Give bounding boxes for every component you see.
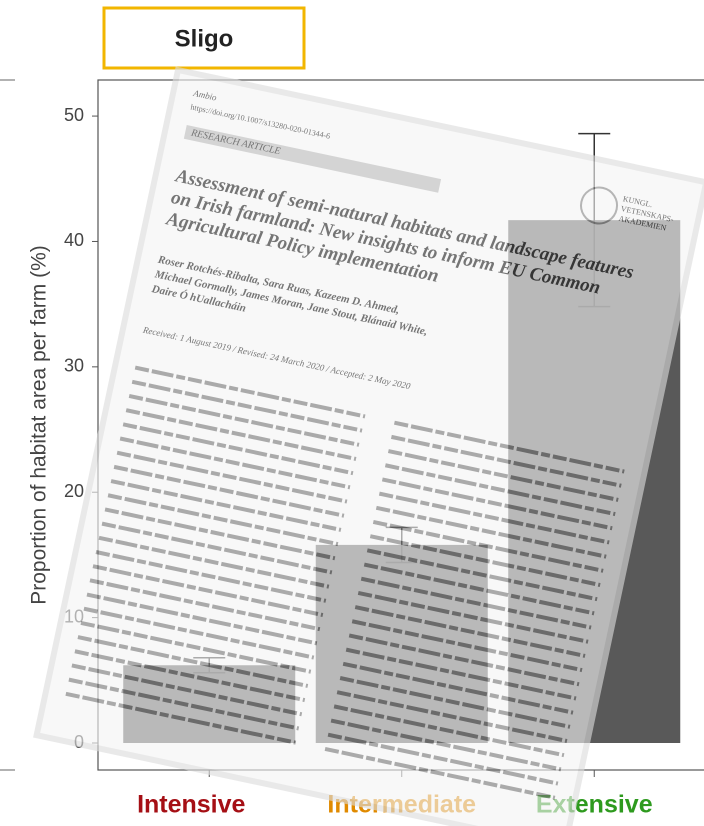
y-axis-label: Proportion of habitat area per farm (%) bbox=[28, 245, 51, 605]
body-text-line bbox=[107, 493, 339, 547]
y-tick-label: 50 bbox=[64, 105, 84, 125]
body-text-line bbox=[122, 422, 354, 476]
body-text-line bbox=[71, 663, 303, 717]
body-text-line bbox=[384, 463, 616, 517]
body-text-line bbox=[351, 619, 583, 673]
body-text-line bbox=[387, 449, 619, 502]
body-text-line bbox=[95, 550, 327, 603]
body-text-line bbox=[381, 477, 613, 531]
body-text-line bbox=[74, 649, 306, 703]
body-text-line bbox=[128, 394, 360, 447]
section-bar bbox=[183, 125, 442, 193]
body-text-line bbox=[131, 379, 363, 433]
publisher-logo bbox=[580, 186, 619, 225]
paper-page bbox=[33, 66, 704, 826]
y-tick-label: 40 bbox=[64, 230, 84, 250]
body-text-line bbox=[77, 635, 309, 688]
body-text-line bbox=[134, 365, 366, 419]
body-text-line bbox=[330, 718, 562, 772]
strip-label: Sligo bbox=[175, 25, 234, 52]
body-text-line bbox=[119, 436, 351, 490]
body-text-line bbox=[104, 507, 336, 561]
body-text-line bbox=[372, 520, 604, 573]
body-text-line bbox=[360, 576, 592, 630]
body-text-line bbox=[378, 491, 610, 545]
body-text-line bbox=[92, 564, 324, 617]
body-text-line bbox=[369, 534, 601, 587]
body-text-line bbox=[68, 677, 300, 731]
paper-overlay: Ambiohttps://doi.org/10.1007/s13280-020-… bbox=[33, 66, 704, 826]
y-tick-label: 20 bbox=[64, 481, 84, 501]
body-text-line bbox=[113, 464, 345, 518]
body-text-line bbox=[86, 592, 318, 646]
body-text-line bbox=[324, 746, 556, 800]
body-text-line bbox=[354, 605, 586, 658]
body-text-line bbox=[357, 590, 589, 644]
body-text-line bbox=[390, 434, 622, 488]
body-text-line bbox=[327, 732, 559, 786]
body-text-line bbox=[83, 606, 315, 660]
body-text-line bbox=[116, 450, 348, 504]
body-text-line bbox=[80, 620, 312, 674]
strip-box bbox=[102, 6, 306, 70]
x-tick-label: Intensive bbox=[137, 791, 245, 819]
body-text-line bbox=[125, 408, 357, 461]
body-text-line bbox=[65, 691, 297, 745]
body-text-line bbox=[89, 578, 321, 632]
body-text-line bbox=[110, 479, 342, 532]
body-text-line bbox=[363, 562, 595, 616]
body-text-line bbox=[98, 535, 330, 589]
body-text-line bbox=[336, 690, 568, 743]
body-text-line bbox=[342, 661, 574, 715]
body-text-line bbox=[345, 647, 577, 701]
body-text-line bbox=[101, 521, 333, 575]
body-text-line bbox=[333, 704, 565, 758]
body-text-line bbox=[393, 420, 625, 474]
body-text-line bbox=[366, 548, 598, 602]
body-text-line bbox=[339, 676, 571, 729]
y-tick-label: 30 bbox=[64, 356, 84, 376]
body-text-line bbox=[375, 505, 607, 559]
body-text-line bbox=[348, 633, 580, 687]
